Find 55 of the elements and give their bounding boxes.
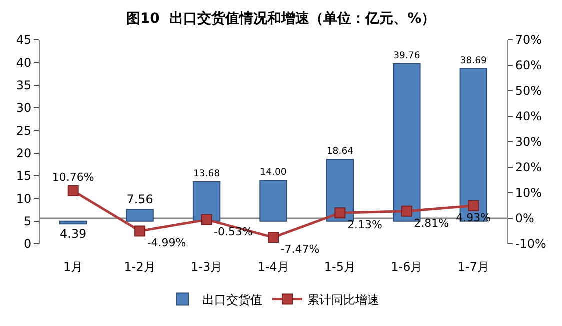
y2-tick-label: 50% <box>515 84 542 98</box>
point <box>468 200 480 212</box>
x-tick-label: 1月 <box>64 260 84 274</box>
data-label: -0.53% <box>214 225 253 238</box>
chart-title: 图10 出口交货值情况和增速（单位：亿元、%） <box>126 10 436 27</box>
y-tick-label: 15 <box>16 169 32 184</box>
x-tick-label: 1-7月 <box>458 260 490 274</box>
data-label: 14.00 <box>260 167 287 178</box>
data-label: 18.64 <box>326 146 354 158</box>
point <box>268 232 279 244</box>
y-tick-label: 25 <box>16 124 32 138</box>
y2-tick-label: 60% <box>515 58 542 73</box>
bar <box>260 180 288 222</box>
data-label: 2.13% <box>347 218 382 232</box>
legend-label: 出口交货值 <box>202 292 262 307</box>
data-label: -4.99% <box>147 236 186 250</box>
bar <box>192 181 221 222</box>
data-label: -7.47% <box>280 243 320 256</box>
y-tick-label: 35 <box>16 78 32 93</box>
y2-tick-label: 70% <box>515 33 542 48</box>
y2-tick-label: -10% <box>515 237 546 252</box>
y2-tick-label: 30% <box>515 135 542 150</box>
bar <box>326 159 354 222</box>
data-label: 4.93% <box>456 211 492 224</box>
y2-tick-label: 10% <box>515 186 542 200</box>
legend-label: 累计同比增速 <box>308 292 380 307</box>
y-tick-label: 5 <box>24 214 32 229</box>
y2-tick-label: 40% <box>515 110 542 124</box>
bar <box>60 220 88 225</box>
point <box>134 226 146 237</box>
data-label: 38.69 <box>460 55 488 66</box>
y2-tick-label: 20% <box>515 160 542 175</box>
data-label: 13.68 <box>193 168 220 180</box>
y-tick-label: 0 <box>24 237 32 252</box>
y-tick-label: 20 <box>16 146 32 161</box>
y-tick-label: 40 <box>16 56 32 70</box>
y-tick-label: 45 <box>16 33 32 48</box>
data-label: 7.56 <box>126 192 154 207</box>
point <box>68 186 79 197</box>
data-label: 4.39 <box>60 227 87 242</box>
x-tick-label: 1-5月 <box>324 260 356 274</box>
point <box>201 214 212 226</box>
data-label: 10.76% <box>52 171 94 184</box>
point <box>334 208 346 219</box>
x-tick-label: 1-4月 <box>258 260 290 274</box>
x-tick-label: 1-2月 <box>124 260 156 274</box>
x-tick-label: 1-6月 <box>391 260 423 274</box>
y-tick-label: 30 <box>16 101 32 116</box>
bar <box>126 209 154 222</box>
data-label: 2.81% <box>414 216 450 230</box>
data-label: 39.76 <box>394 50 420 62</box>
y2-tick-label: 0% <box>515 212 534 226</box>
x-tick-label: 1-3月 <box>190 260 223 274</box>
y-tick-label: 10 <box>16 192 32 206</box>
point <box>401 206 412 217</box>
